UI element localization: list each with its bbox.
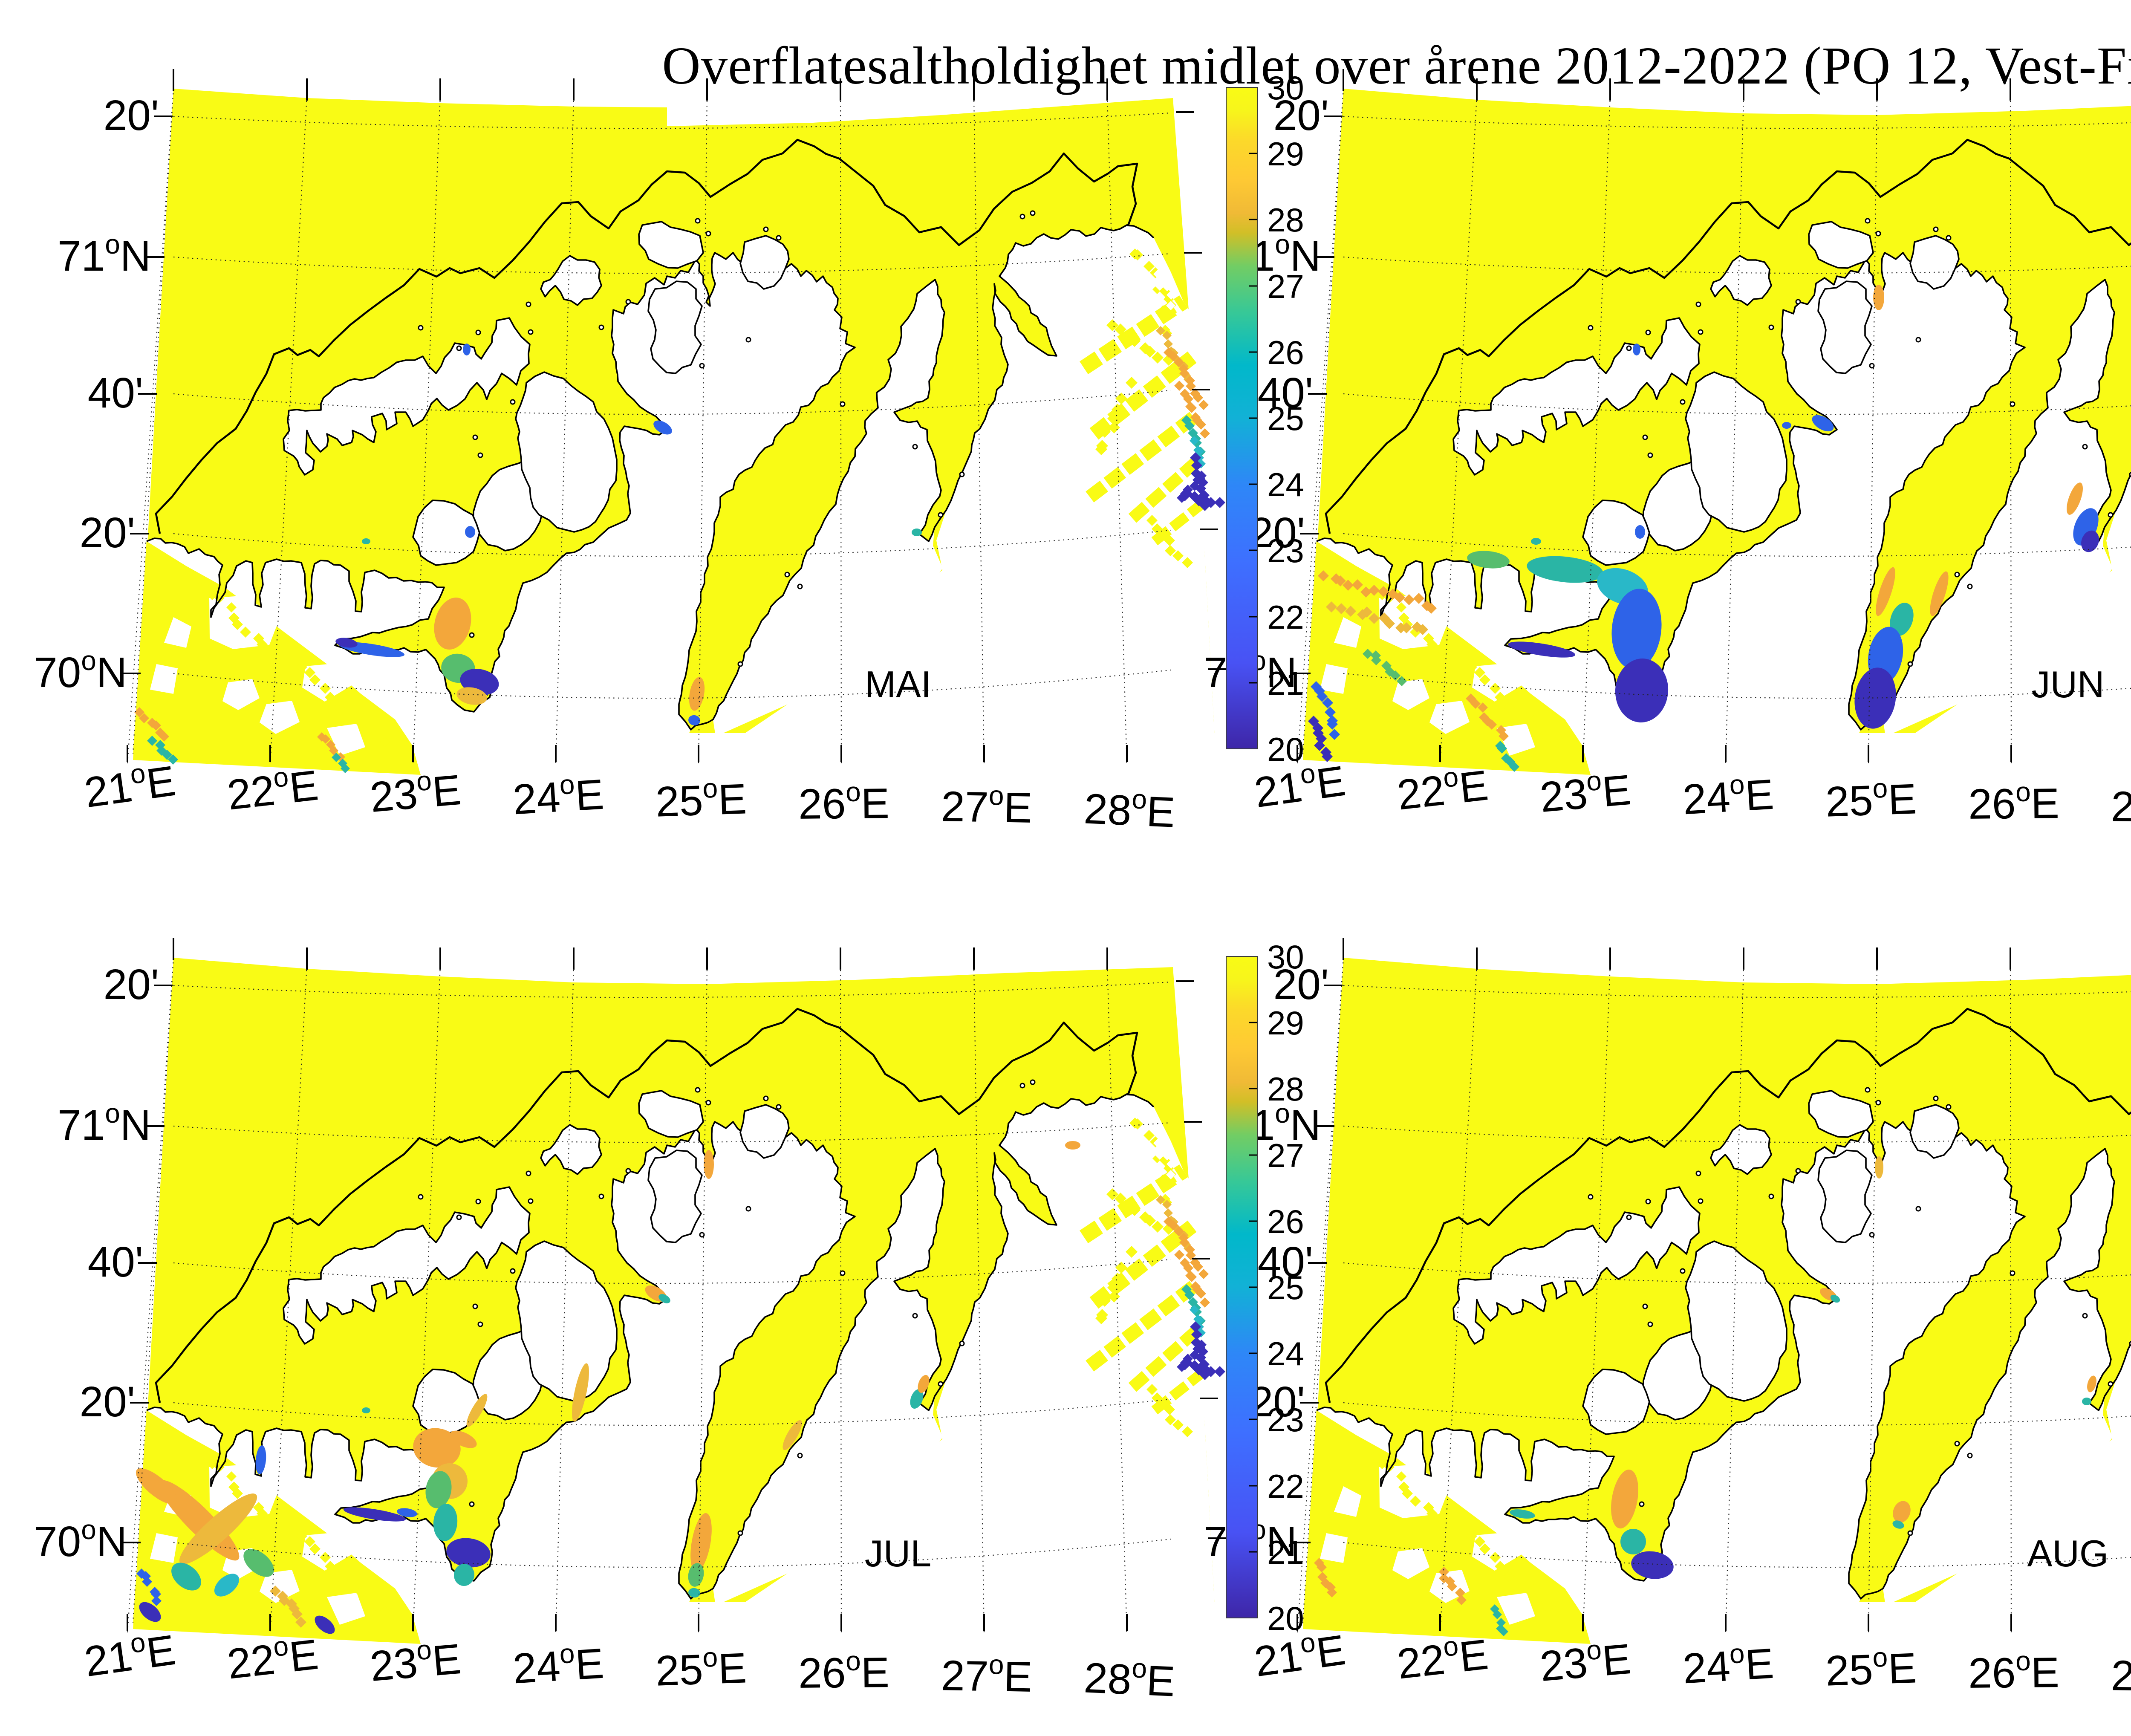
svg-text:23: 23 — [1267, 532, 1304, 569]
svg-text:22oE: 22oE — [1395, 1627, 1491, 1688]
svg-text:28: 28 — [1267, 201, 1304, 239]
svg-text:25oE: 25oE — [1825, 1641, 1917, 1695]
svg-text:26oE: 26oE — [1968, 776, 2060, 828]
svg-text:26: 26 — [1267, 1203, 1304, 1240]
svg-text:40': 40' — [1258, 1238, 1313, 1286]
svg-text:26oE: 26oE — [798, 1645, 890, 1697]
svg-text:23oE: 23oE — [368, 1632, 463, 1690]
svg-text:30: 30 — [1267, 69, 1304, 107]
svg-text:27oE: 27oE — [2111, 779, 2131, 832]
svg-text:27: 27 — [1267, 268, 1304, 305]
svg-text:27oE: 27oE — [2111, 1648, 2131, 1701]
svg-text:28oE: 28oE — [1083, 781, 1176, 836]
svg-text:23oE: 23oE — [1538, 763, 1633, 821]
svg-text:26oE: 26oE — [1968, 1645, 2060, 1697]
svg-text:40': 40' — [88, 1238, 143, 1286]
svg-text:Overflatesaltholdighet midlet: Overflatesaltholdighet midlet over årene… — [662, 37, 2131, 95]
svg-text:25oE: 25oE — [655, 1641, 748, 1695]
svg-text:28oE: 28oE — [1083, 1650, 1176, 1705]
svg-text:24oE: 24oE — [1681, 1636, 1775, 1693]
svg-text:26oE: 26oE — [798, 776, 890, 828]
svg-text:20': 20' — [80, 1378, 135, 1426]
svg-text:JUN: JUN — [2031, 663, 2104, 705]
svg-text:29: 29 — [1267, 1004, 1304, 1042]
svg-text:23oE: 23oE — [1538, 1632, 1633, 1690]
svg-text:24oE: 24oE — [511, 767, 605, 824]
svg-text:20': 20' — [80, 509, 135, 557]
svg-text:24: 24 — [1267, 466, 1304, 503]
svg-text:22: 22 — [1267, 598, 1304, 636]
svg-text:23: 23 — [1267, 1401, 1304, 1438]
svg-text:40': 40' — [1258, 369, 1313, 417]
svg-text:22: 22 — [1267, 1467, 1304, 1505]
svg-text:20: 20 — [1267, 731, 1304, 768]
svg-text:30: 30 — [1267, 938, 1304, 976]
svg-text:24oE: 24oE — [511, 1636, 605, 1693]
svg-text:27oE: 27oE — [941, 779, 1033, 832]
svg-text:28: 28 — [1267, 1070, 1304, 1108]
svg-text:22oE: 22oE — [1395, 758, 1491, 819]
svg-text:23oE: 23oE — [368, 763, 463, 821]
svg-text:71oN: 71oN — [58, 1098, 151, 1149]
svg-text:70oN: 70oN — [34, 645, 127, 696]
svg-text:20': 20' — [1273, 92, 1329, 139]
svg-text:40': 40' — [88, 369, 143, 417]
svg-text:AUG: AUG — [2027, 1532, 2109, 1574]
svg-text:22oE: 22oE — [225, 1627, 321, 1688]
svg-text:25: 25 — [1267, 400, 1304, 437]
svg-text:20': 20' — [1250, 1378, 1305, 1426]
svg-text:21: 21 — [1267, 664, 1304, 702]
svg-text:24oE: 24oE — [1681, 767, 1775, 824]
svg-text:27: 27 — [1267, 1137, 1304, 1174]
svg-text:20': 20' — [1273, 961, 1329, 1008]
svg-text:MAI: MAI — [865, 663, 931, 705]
svg-text:21oE: 21oE — [81, 1623, 178, 1686]
svg-text:71oN: 71oN — [58, 229, 151, 280]
svg-text:20': 20' — [1250, 509, 1305, 557]
svg-text:25: 25 — [1267, 1269, 1304, 1306]
svg-text:20: 20 — [1267, 1600, 1304, 1637]
svg-text:26: 26 — [1267, 334, 1304, 371]
svg-text:70oN: 70oN — [34, 1514, 127, 1566]
svg-text:25oE: 25oE — [1825, 771, 1917, 826]
svg-text:27oE: 27oE — [941, 1648, 1033, 1701]
svg-text:24: 24 — [1267, 1335, 1304, 1372]
svg-text:20': 20' — [104, 961, 159, 1008]
svg-text:20': 20' — [104, 92, 159, 139]
svg-text:22oE: 22oE — [225, 758, 321, 819]
svg-text:29: 29 — [1267, 135, 1304, 173]
svg-text:25oE: 25oE — [655, 771, 748, 826]
svg-text:21: 21 — [1267, 1534, 1304, 1571]
svg-text:JUL: JUL — [865, 1532, 932, 1574]
